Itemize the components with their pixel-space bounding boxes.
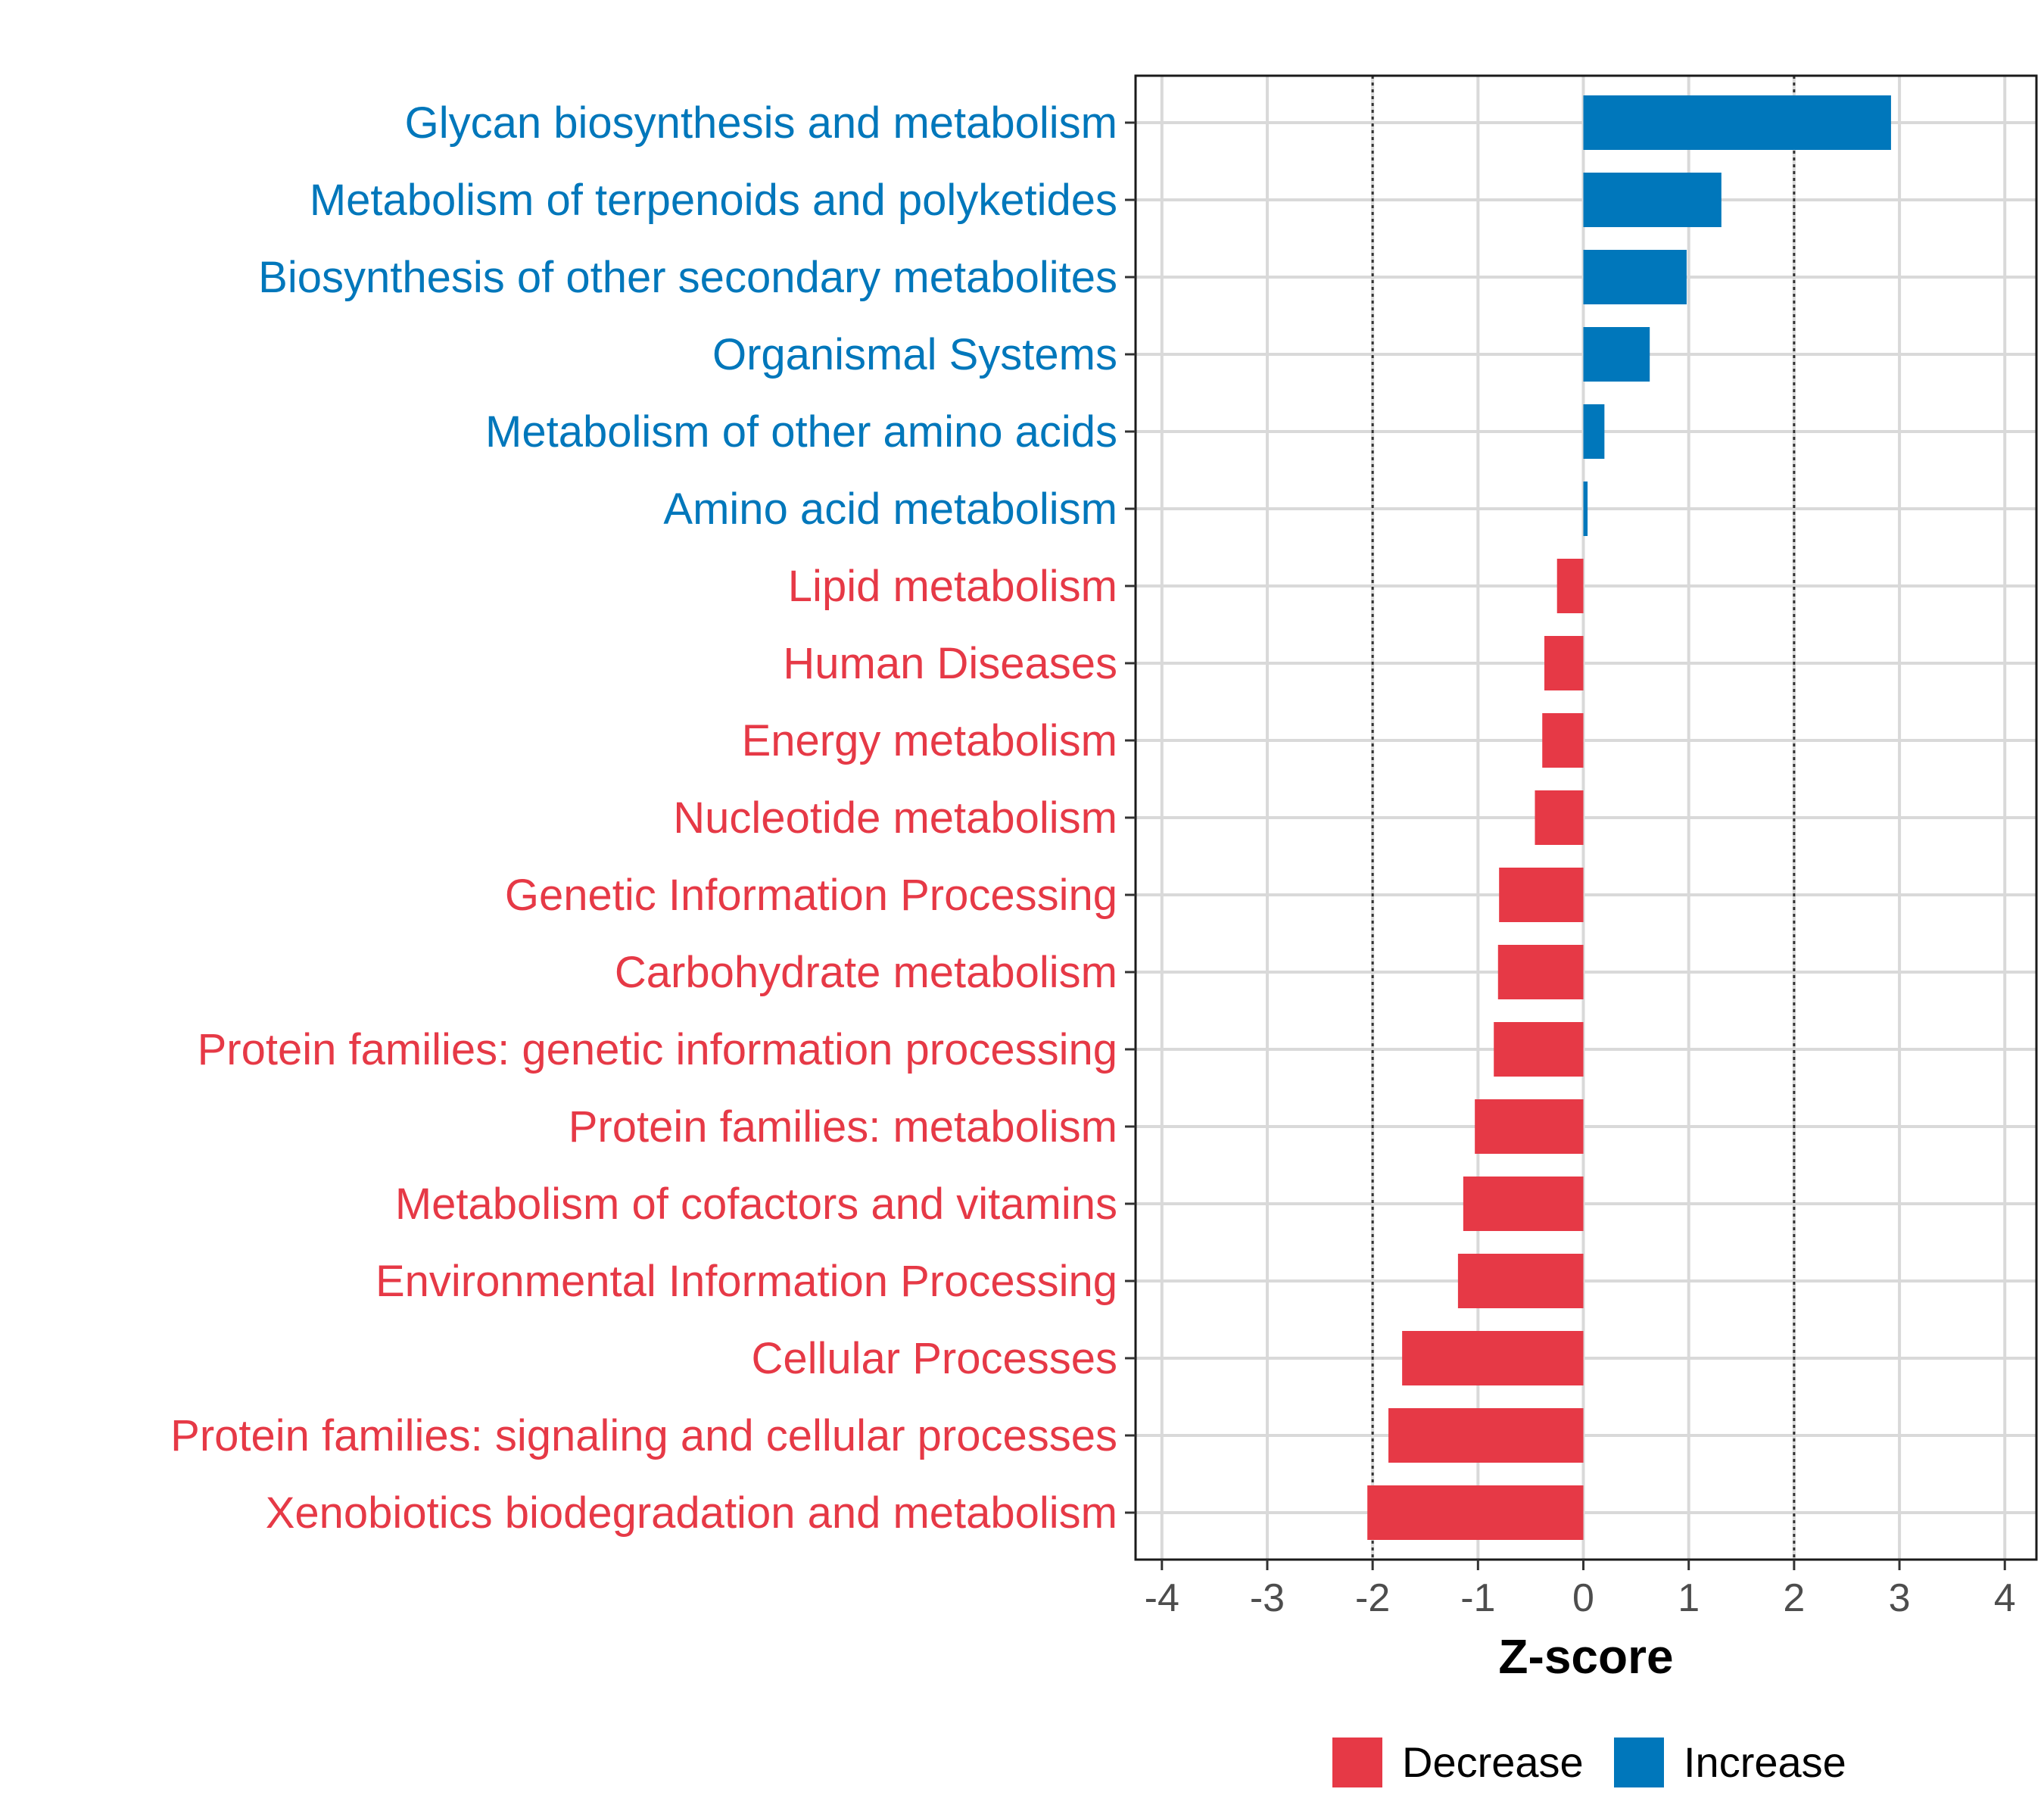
category-label: Metabolism of terpenoids and polyketides: [310, 176, 1117, 225]
x-tick-label: 1: [1678, 1576, 1700, 1620]
category-label: Amino acid metabolism: [663, 485, 1117, 534]
category-label: Carbohydrate metabolism: [615, 948, 1117, 997]
category-label: Glycan biosynthesis and metabolism: [405, 98, 1117, 148]
category-label: Xenobiotics biodegradation and metabolis…: [266, 1488, 1117, 1538]
legend-key-decrease: [1332, 1738, 1382, 1787]
x-tick-label: -3: [1250, 1576, 1285, 1620]
y-ticks: [1125, 121, 1136, 1514]
bar: [1583, 95, 1891, 150]
bar: [1583, 173, 1722, 227]
bar: [1542, 713, 1584, 768]
x-tick-label: -4: [1145, 1576, 1179, 1620]
legend-label-increase: Increase: [1684, 1738, 1846, 1786]
x-tick-label: -2: [1355, 1576, 1390, 1620]
category-label: Organismal Systems: [712, 330, 1117, 379]
bar: [1499, 868, 1584, 922]
legend-key-increase: [1614, 1738, 1664, 1787]
x-tick-label: -1: [1460, 1576, 1495, 1620]
category-label: Metabolism of other amino acids: [485, 407, 1117, 457]
bar: [1388, 1408, 1584, 1463]
bar: [1463, 1177, 1584, 1231]
legend: Decrease Increase: [1332, 1738, 1846, 1787]
bar: [1583, 327, 1650, 382]
x-tick-label: 4: [1994, 1576, 2016, 1620]
x-ticks: -4 -3 -2 -1 0 1 2 3 4: [1145, 1560, 2016, 1620]
category-label: Human Diseases: [783, 639, 1117, 688]
legend-label-decrease: Decrease: [1402, 1738, 1584, 1786]
category-labels: Glycan biosynthesis and metabolism Metabo…: [170, 98, 1117, 1538]
category-label: Lipid metabolism: [788, 562, 1117, 611]
bar: [1457, 1254, 1584, 1308]
bar: [1402, 1331, 1584, 1385]
bar: [1583, 250, 1687, 304]
bar: [1494, 1022, 1584, 1077]
category-label: Protein families: genetic information pr…: [198, 1025, 1117, 1074]
category-label: Genetic Information Processing: [505, 871, 1117, 920]
bar: [1535, 790, 1584, 845]
category-label: Cellular Processes: [751, 1334, 1117, 1383]
bar: [1556, 559, 1584, 613]
x-tick-label: 0: [1572, 1576, 1594, 1620]
bar: [1544, 636, 1584, 690]
category-label: Nucleotide metabolism: [673, 793, 1117, 843]
category-label: Protein families: metabolism: [569, 1102, 1117, 1152]
x-tick-label: 2: [1783, 1576, 1805, 1620]
reference-lines: [1371, 76, 1796, 1560]
category-label: Environmental Information Processing: [375, 1257, 1117, 1306]
category-label: Metabolism of cofactors and vitamins: [395, 1180, 1117, 1229]
category-label: Energy metabolism: [742, 716, 1117, 765]
bar: [1475, 1099, 1584, 1154]
x-tick-label: 3: [1889, 1576, 1911, 1620]
bar: [1583, 404, 1605, 459]
bar: [1497, 945, 1584, 999]
x-axis-title: Z-score: [1498, 1629, 1673, 1684]
bar: [1367, 1485, 1584, 1540]
bars: [1367, 95, 1891, 1540]
category-label: Biosynthesis of other secondary metaboli…: [258, 253, 1117, 302]
category-label: Protein families: signaling and cellular…: [170, 1411, 1117, 1460]
bar: [1583, 482, 1588, 536]
